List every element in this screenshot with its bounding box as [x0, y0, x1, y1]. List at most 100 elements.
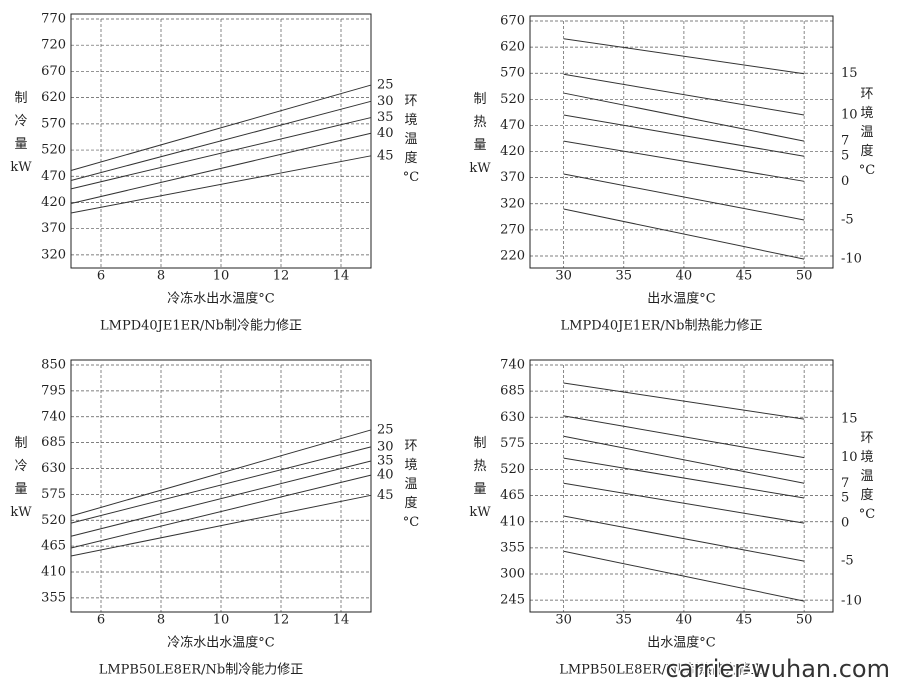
chart-title: LMPB50LE8ER/Nb制冷能力修正 [99, 663, 304, 678]
y-tick-label: 570 [41, 116, 66, 131]
x-axis-label: 冷冻水出水温度°C [167, 635, 275, 651]
y-tick-label: 410 [500, 514, 525, 529]
series-line [563, 140, 805, 182]
series-line [70, 446, 372, 524]
x-tick-label: 6 [97, 269, 105, 284]
series-line [70, 100, 372, 181]
y2-axis-label: 度 [404, 495, 417, 511]
series-label: 25 [377, 78, 394, 93]
plot-frame [529, 359, 834, 613]
y2-axis-label: 境 [860, 106, 873, 121]
y-tick-label: 575 [500, 436, 525, 451]
series-line [563, 114, 805, 157]
x-tick-label: 50 [796, 269, 813, 284]
y-axis-label: kW [469, 505, 491, 520]
y2-axis-label: °C [859, 163, 876, 178]
x-tick-label: 30 [555, 613, 572, 628]
y-tick-label: 465 [500, 488, 525, 503]
x-tick-label: 8 [157, 269, 165, 284]
series-line [70, 494, 372, 557]
x-tick-label: 40 [676, 269, 693, 284]
y-axis-label: 热 [473, 459, 486, 474]
y-axis-label: kW [10, 505, 32, 520]
y-tick-label: 670 [41, 64, 66, 79]
y-axis-label: 量 [14, 137, 27, 152]
series-label: 15 [841, 66, 858, 81]
y2-axis-label: 度 [860, 143, 873, 159]
series-label: 15 [841, 412, 858, 427]
y-tick-label: 570 [500, 66, 525, 81]
x-tick-label: 50 [796, 613, 813, 628]
y-tick-label: 270 [500, 222, 525, 237]
y-tick-label: 470 [500, 118, 525, 133]
x-tick-label: 30 [555, 269, 572, 284]
series-label: 30 [377, 439, 394, 454]
series-label: 45 [377, 488, 394, 503]
y2-axis-label: 度 [860, 487, 873, 503]
series-label: -5 [841, 212, 854, 227]
y-tick-label: 575 [41, 487, 66, 502]
y2-axis-label: 环 [404, 439, 417, 454]
y-axis-label: 热 [473, 115, 486, 130]
y-tick-label: 795 [41, 383, 66, 398]
y2-axis-label: 度 [404, 150, 417, 166]
y2-axis-label: 环 [860, 87, 873, 102]
y-tick-label: 685 [500, 384, 525, 399]
y-tick-label: 670 [500, 14, 525, 29]
y-tick-label: 410 [41, 565, 66, 580]
series-label: -10 [841, 252, 862, 267]
y-tick-label: 630 [500, 410, 525, 425]
series-label: 30 [377, 94, 394, 109]
series-line [70, 155, 372, 214]
y-tick-label: 320 [41, 247, 66, 262]
y2-axis-label: 温 [404, 132, 417, 147]
x-tick-label: 10 [213, 613, 230, 628]
y-tick-label: 520 [41, 513, 66, 528]
y-axis-label: 量 [473, 482, 486, 497]
y-tick-label: 740 [41, 409, 66, 424]
series-label: 40 [377, 468, 394, 483]
y-tick-label: 465 [41, 539, 66, 554]
y2-axis-label: 境 [404, 113, 417, 128]
y2-axis-label: 境 [404, 458, 417, 473]
series-line [70, 84, 372, 171]
y-tick-label: 630 [41, 461, 66, 476]
y-tick-label: 470 [41, 169, 66, 184]
y-axis-label: kW [10, 160, 32, 175]
x-tick-label: 40 [676, 613, 693, 628]
series-line [70, 117, 372, 190]
plot-frame [70, 359, 372, 613]
series-line [563, 92, 805, 142]
series-line [70, 132, 372, 205]
series-line [563, 435, 805, 484]
y-tick-label: 720 [41, 38, 66, 53]
series-label: 0 [841, 516, 849, 531]
series-label: 7 [841, 134, 849, 149]
y2-axis-label: 环 [404, 94, 417, 109]
y-axis-label: 冷 [14, 114, 27, 129]
y-tick-label: 245 [500, 593, 525, 608]
y-tick-label: 420 [500, 144, 525, 159]
series-label: 40 [377, 126, 394, 141]
y-tick-label: 355 [41, 590, 66, 605]
y-axis-label: 量 [14, 482, 27, 497]
plot-frame [529, 15, 834, 269]
series-line [563, 482, 805, 524]
y-axis-label: 量 [473, 138, 486, 153]
y2-axis-label: °C [403, 515, 420, 530]
chart-title: LMPB50LE8ER/Nb制热能力修正 [559, 663, 764, 678]
series-line [563, 173, 805, 221]
y-tick-label: 520 [500, 92, 525, 107]
x-tick-label: 14 [333, 613, 350, 628]
y-tick-label: 355 [500, 540, 525, 555]
y-tick-label: 685 [41, 435, 66, 450]
series-line [563, 382, 805, 420]
series-line [70, 474, 372, 549]
series-label: 0 [841, 174, 849, 189]
y2-axis-label: 温 [860, 125, 873, 140]
series-line [563, 515, 805, 562]
y-tick-label: 520 [500, 462, 525, 477]
series-label: 7 [841, 476, 849, 491]
x-axis-label: 出水温度°C [647, 635, 716, 651]
